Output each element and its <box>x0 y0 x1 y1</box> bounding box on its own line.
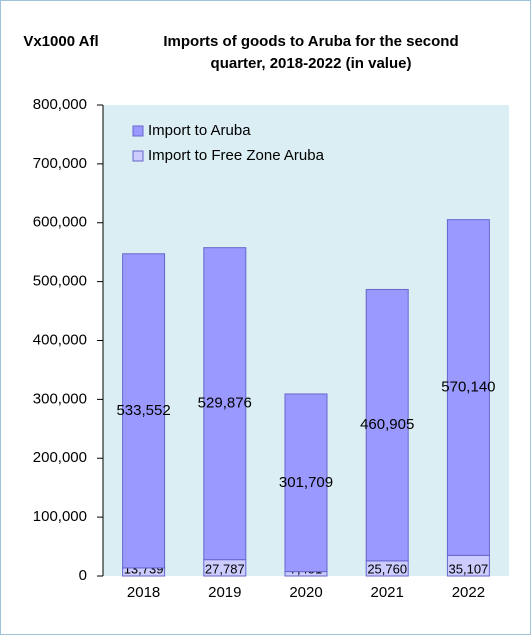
bar-segment <box>203 247 247 561</box>
data-label: 533,552 <box>116 402 170 419</box>
x-tick-label: 2021 <box>371 584 404 601</box>
x-tick-label: 2019 <box>208 584 241 601</box>
y-tick-label: 100,000 <box>33 508 87 525</box>
data-label: 570,140 <box>441 378 495 395</box>
legend-label: Import to Free Zone Aruba <box>148 147 325 164</box>
data-label: 27,787 <box>205 561 245 576</box>
y-tick-label: 700,000 <box>33 155 87 172</box>
y-tick-label: 200,000 <box>33 449 87 466</box>
y-axis-label: Vx1000 Afl <box>23 33 99 50</box>
x-tick-label: 2020 <box>289 584 322 601</box>
bar-segment <box>446 219 490 556</box>
y-tick-label: 800,000 <box>33 96 87 113</box>
data-label: 529,876 <box>198 395 252 412</box>
y-tick-label: 600,000 <box>33 214 87 231</box>
data-label: 35,107 <box>449 561 489 576</box>
data-label: 460,905 <box>360 416 414 433</box>
y-tick-label: 0 <box>79 567 87 584</box>
y-tick-label: 400,000 <box>33 331 87 348</box>
bar-segment <box>284 393 328 573</box>
data-label: 25,760 <box>367 561 407 576</box>
bar-segment <box>365 288 409 562</box>
data-label: 301,709 <box>279 474 333 491</box>
legend-label: Import to Aruba <box>148 122 251 139</box>
x-tick-label: 2022 <box>452 584 485 601</box>
legend-swatch <box>132 125 144 137</box>
y-tick-label: 300,000 <box>33 390 87 407</box>
legend-swatch <box>132 150 144 162</box>
x-tick-label: 2018 <box>127 584 160 601</box>
bar-segment <box>122 253 166 569</box>
y-tick-label: 500,000 <box>33 273 87 290</box>
chart-title: Imports of goods to Aruba for the second… <box>163 33 459 72</box>
